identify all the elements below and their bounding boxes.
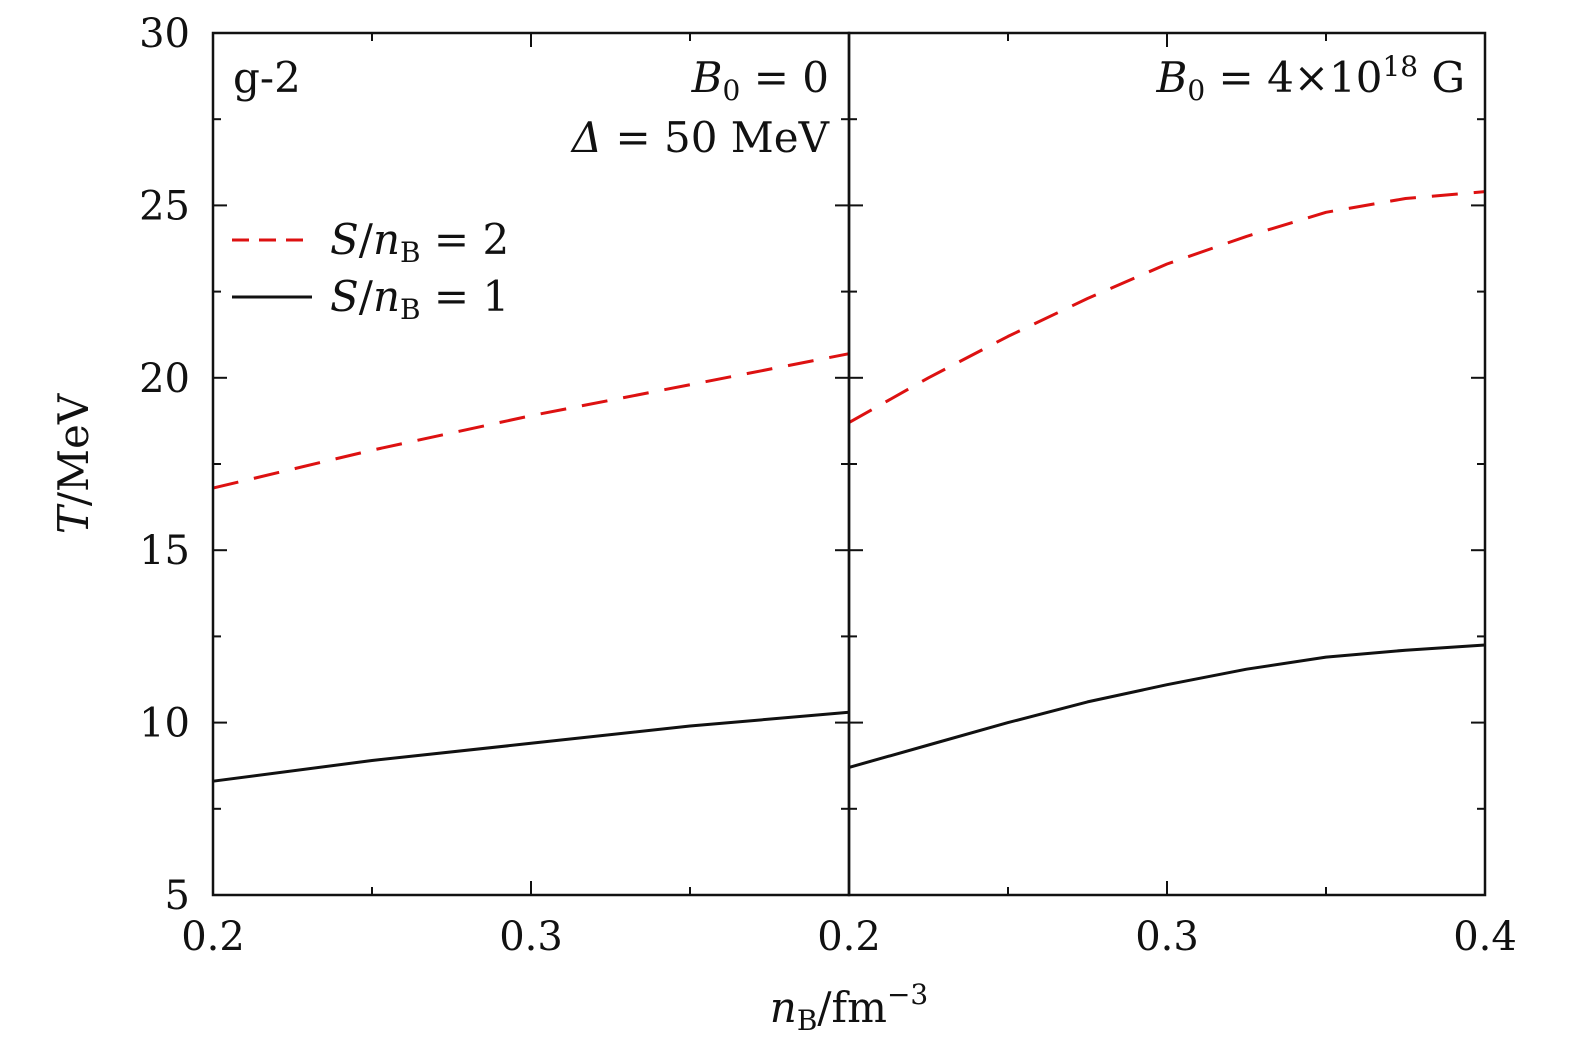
x-tick-label: 0.4 — [1453, 914, 1517, 960]
text-layer: 0.2 0.3 g-2 B0 = 0 Δ = 50 MeV 0.2 0.3 0.4 B0 = 4… — [49, 11, 1517, 1037]
y-tick-label: 30 — [139, 11, 190, 57]
series-line-s2-right — [848, 190, 1486, 424]
x-tick-label: 0.3 — [499, 914, 563, 960]
axes-layer — [211, 31, 1487, 897]
legend-label-s2: S/nB = 2 — [330, 215, 509, 269]
y-tick-label: 15 — [139, 528, 190, 574]
field-label-right: B0 = 4×1018 G — [1156, 50, 1466, 107]
y-axis-title: T/MeV — [49, 393, 98, 534]
series-line-s2-left — [212, 352, 850, 490]
y-tick-label: 10 — [139, 701, 190, 747]
x-tick-label: 0.2 — [817, 914, 881, 960]
series-line-s1-left — [212, 710, 850, 783]
series-line-s1-right — [848, 643, 1486, 769]
x-axis-title: nB/fm−3 — [770, 978, 928, 1037]
legend-label-s1: S/nB = 1 — [330, 272, 509, 326]
plot-layer — [212, 190, 1486, 783]
x-tick-label: 0.2 — [181, 914, 245, 960]
y-tick-label: 20 — [139, 356, 190, 402]
model-label: g-2 — [233, 53, 301, 102]
y-tick-label: 25 — [139, 183, 190, 229]
gap-label: Δ = 50 MeV — [570, 113, 830, 162]
x-tick-label: 0.3 — [1135, 914, 1199, 960]
y-tick-label: 5 — [165, 873, 190, 919]
panel-frame-right — [847, 31, 1487, 897]
field-label-left: B0 = 0 — [691, 53, 829, 107]
